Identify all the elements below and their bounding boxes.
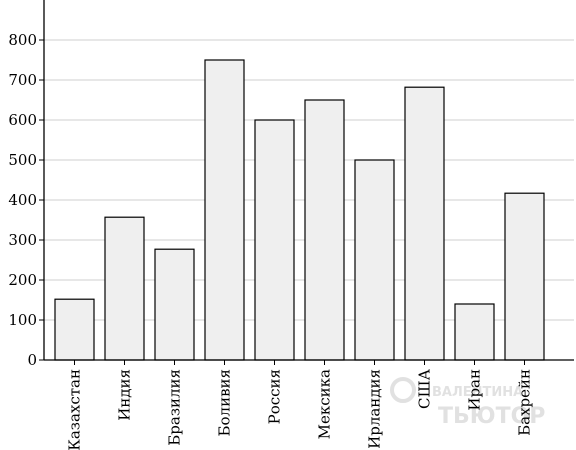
- x-tick-label: Иран: [466, 369, 484, 411]
- x-tick-labels: Казахстан Индия Бразилия Боливия Россия Мекси…: [66, 360, 534, 450]
- x-tick-label: Ирландия: [366, 369, 384, 449]
- y-tick-label: 700: [8, 71, 37, 89]
- bar-2: [154, 248, 195, 361]
- x-tick-label: Мексика: [316, 369, 334, 439]
- y-tick-label: 500: [8, 151, 37, 169]
- watermark: ВАЛЕНТИНА ТЬЮТОР: [390, 377, 545, 429]
- y-tick-label: 0: [27, 351, 37, 369]
- y-tick-label: 100: [8, 311, 37, 329]
- x-tick-label: Бразилия: [166, 369, 184, 446]
- y-tick-label: 600: [8, 111, 37, 129]
- x-tick-label: Боливия: [216, 369, 234, 437]
- bar-8: [454, 303, 495, 361]
- bar-4: [254, 119, 295, 361]
- y-tick-label: 400: [8, 191, 37, 209]
- bar-7: [404, 86, 445, 361]
- bar-9: [504, 192, 545, 361]
- bar-1: [104, 216, 145, 361]
- x-tick-label: Бахрейн: [516, 369, 534, 436]
- bars: [54, 59, 545, 361]
- bar-6: [354, 159, 395, 361]
- watermark-logo-icon: [390, 377, 416, 403]
- bar-5: [304, 99, 345, 361]
- x-tick-label: Россия: [266, 369, 284, 424]
- y-tick-label: 200: [8, 271, 37, 289]
- x-tick-label: Индия: [116, 369, 134, 421]
- x-tick-label: США: [416, 368, 434, 409]
- x-tick-label: Казахстан: [66, 369, 84, 450]
- bar-3: [204, 59, 245, 361]
- y-tick-label: 800: [8, 31, 37, 49]
- y-tick-label: 300: [8, 231, 37, 249]
- watermark-line-1: ВАЛЕНТИНА: [432, 385, 523, 400]
- bar-0: [54, 298, 95, 361]
- y-ticks: 0 100 200 300 400 500 600 700 800: [8, 31, 44, 369]
- watermark-line-2: ТЬЮТОР: [438, 404, 545, 429]
- axes: [43, 0, 574, 361]
